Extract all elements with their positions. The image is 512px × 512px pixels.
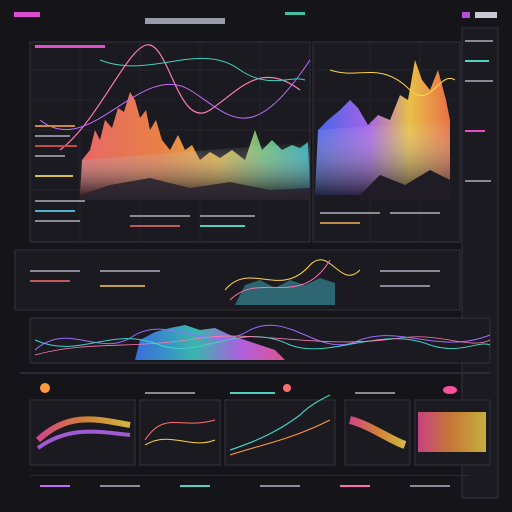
- header: [14, 12, 497, 24]
- bottom-panels: [20, 372, 491, 487]
- main-panel: [29, 41, 311, 243]
- main-area: [39, 44, 311, 200]
- right-area: [315, 60, 456, 200]
- text-lines: [35, 40, 493, 227]
- band-chart: [34, 324, 491, 360]
- middle-chart: [30, 259, 440, 305]
